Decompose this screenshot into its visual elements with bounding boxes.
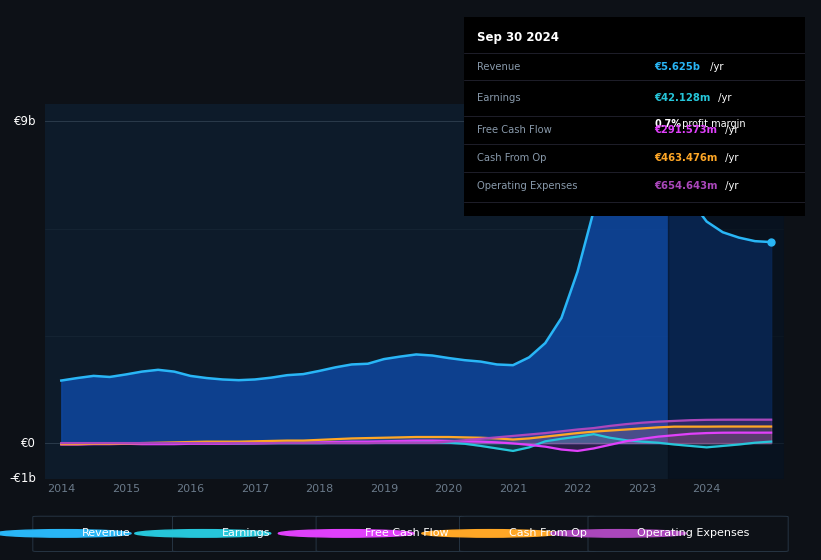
Text: /yr: /yr bbox=[714, 94, 732, 103]
Text: €9b: €9b bbox=[14, 115, 36, 128]
Text: /yr: /yr bbox=[707, 62, 723, 72]
Text: /yr: /yr bbox=[722, 153, 739, 163]
FancyBboxPatch shape bbox=[172, 516, 320, 552]
Text: Earnings: Earnings bbox=[222, 529, 270, 538]
FancyBboxPatch shape bbox=[33, 516, 177, 552]
Circle shape bbox=[135, 530, 271, 537]
Text: Cash From Op: Cash From Op bbox=[509, 529, 586, 538]
Text: -€1b: -€1b bbox=[9, 472, 36, 486]
Text: 0.7%: 0.7% bbox=[654, 119, 681, 129]
Text: Free Cash Flow: Free Cash Flow bbox=[478, 125, 553, 135]
Text: €463.476m: €463.476m bbox=[654, 153, 718, 163]
Text: Operating Expenses: Operating Expenses bbox=[637, 529, 750, 538]
FancyBboxPatch shape bbox=[316, 516, 463, 552]
Bar bbox=[668, 104, 784, 479]
Text: Operating Expenses: Operating Expenses bbox=[478, 181, 578, 191]
Text: Revenue: Revenue bbox=[82, 529, 131, 538]
Text: profit margin: profit margin bbox=[679, 119, 745, 129]
Text: €0: €0 bbox=[21, 437, 36, 450]
Circle shape bbox=[278, 530, 415, 537]
Text: Revenue: Revenue bbox=[478, 62, 521, 72]
Text: Cash From Op: Cash From Op bbox=[478, 153, 547, 163]
FancyBboxPatch shape bbox=[460, 516, 595, 552]
Text: €42.128m: €42.128m bbox=[654, 94, 711, 103]
Text: €654.643m: €654.643m bbox=[654, 181, 718, 191]
Circle shape bbox=[0, 530, 131, 537]
Text: €5.625b: €5.625b bbox=[654, 62, 700, 72]
FancyBboxPatch shape bbox=[588, 516, 788, 552]
Text: /yr: /yr bbox=[722, 125, 739, 135]
Text: Earnings: Earnings bbox=[478, 94, 521, 103]
Circle shape bbox=[422, 530, 557, 537]
Text: €291.573m: €291.573m bbox=[654, 125, 718, 135]
Text: Free Cash Flow: Free Cash Flow bbox=[365, 529, 449, 538]
Text: Sep 30 2024: Sep 30 2024 bbox=[478, 31, 559, 44]
Circle shape bbox=[550, 530, 686, 537]
Text: /yr: /yr bbox=[722, 181, 739, 191]
